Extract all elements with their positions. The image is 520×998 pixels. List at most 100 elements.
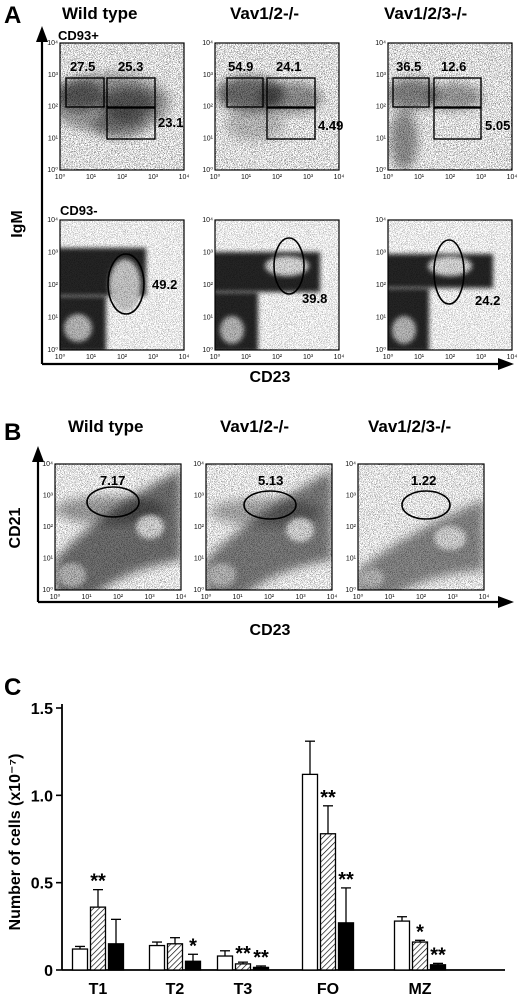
y-tick-label: 10³	[48, 72, 59, 79]
panel-a-x-title: CD23	[250, 369, 291, 386]
x-tick-label: 10⁰	[50, 593, 61, 601]
x-tick-label: 10⁰	[55, 353, 66, 361]
y-tick-label: 10²	[376, 282, 387, 289]
x-tick-label: 10²	[117, 354, 128, 361]
y-tick-label: 0.5	[31, 876, 53, 893]
gate-value: 39.8	[302, 291, 327, 306]
x-tick-label: 10¹	[232, 594, 243, 601]
y-tick-label: 10³	[346, 493, 357, 500]
plot-b-vav123: 1.22	[357, 463, 485, 591]
x-tick-label: 10³	[447, 594, 458, 601]
y-tick-label: 1.5	[31, 701, 53, 718]
y-tick-label: 10⁰	[42, 586, 53, 594]
panel-b-letter: B	[4, 419, 21, 446]
y-tick-label: 10¹	[48, 135, 59, 142]
x-tick-label: 10⁰	[383, 173, 394, 181]
y-tick-label: 10³	[203, 250, 214, 257]
significance-label: **	[320, 787, 336, 809]
x-tick-label: 10⁴	[507, 174, 518, 181]
panel-c: C Number of cells (x10⁻⁷) 00.51.01.5**T1…	[4, 674, 505, 998]
plot-a-top-wild-type: 27.5 25.3 23.1	[59, 42, 185, 171]
x-category-label: FO	[317, 981, 339, 998]
y-tick-label: 10⁴	[47, 217, 58, 224]
gate-value: 5.05	[485, 118, 510, 133]
gate-value: 5.13	[258, 473, 283, 488]
x-tick-label: 10⁰	[55, 173, 66, 181]
significance-label: **	[338, 869, 354, 891]
bar	[337, 922, 355, 971]
y-tick-label: 10¹	[346, 556, 357, 563]
bar	[301, 773, 319, 971]
x-category-label: T1	[89, 981, 108, 998]
y-tick-label: 10⁴	[375, 40, 386, 47]
gate-value: 24.2	[475, 293, 500, 308]
x-tick-label: 10²	[445, 354, 456, 361]
y-tick-label: 10²	[48, 104, 59, 111]
x-tick-label: 10²	[272, 174, 283, 181]
plot-a-bottom-vav12: 39.8	[214, 219, 340, 351]
x-tick-label: 10¹	[86, 354, 97, 361]
y-tick-label: 1.0	[31, 788, 53, 805]
x-tick-label: 10⁴	[327, 594, 338, 601]
gate-t3	[106, 107, 156, 140]
gate-value: 24.1	[276, 59, 301, 74]
x-tick-label: 10⁰	[383, 353, 394, 361]
bar	[411, 941, 429, 971]
x-tick-label: 10⁰	[210, 353, 221, 361]
y-tick-label: 10²	[346, 524, 357, 531]
significance-label: **	[235, 943, 251, 965]
x-tick-label: 10³	[148, 354, 159, 361]
panel-a-y-title: IgM	[9, 210, 26, 238]
panel-b-genotype-2: Vav1/2-/-	[220, 417, 289, 436]
gate-value: 36.5	[396, 59, 421, 74]
bar	[184, 960, 202, 971]
panel-a-genotype-2: Vav1/2-/-	[230, 4, 299, 23]
gate-mz	[86, 486, 140, 518]
x-tick-label: 10²	[264, 594, 275, 601]
gate-value: 12.6	[441, 59, 466, 74]
panel-b: B Wild type Vav1/2-/- Vav1/2/3-/- CD21 C…	[4, 417, 514, 639]
y-tick-label: 10⁴	[202, 40, 213, 47]
y-tick-label: 10⁴	[202, 217, 213, 224]
y-tick-label: 10²	[194, 524, 205, 531]
gate-value: 23.1	[158, 115, 183, 130]
x-tick-label: 10⁴	[176, 594, 187, 601]
bar	[71, 948, 89, 971]
panel-b-x-title: CD23	[250, 622, 291, 639]
gate-t2	[106, 77, 156, 108]
y-tick-label: 10²	[203, 104, 214, 111]
x-tick-label: 10²	[416, 594, 427, 601]
y-tick-label: 10⁰	[375, 346, 386, 354]
x-tick-label: 10³	[476, 354, 487, 361]
x-tick-label: 10³	[148, 174, 159, 181]
panel-b-ticks: 10⁰10⁰10¹10¹10²10²10³10³10⁴10⁴10⁰10⁰10¹1…	[42, 461, 489, 601]
y-tick-label: 10⁴	[345, 461, 356, 468]
plot-a-bottom-vav123: 24.2	[387, 219, 513, 351]
y-tick-label: 10²	[376, 104, 387, 111]
gate-value: 27.5	[70, 59, 95, 74]
plot-b-vav12: 5.13	[205, 463, 333, 591]
bar	[216, 955, 234, 971]
plot-a-top-vav123: 36.5 12.6 5.05	[387, 42, 513, 171]
panel-b-y-title: CD21	[7, 507, 24, 548]
bar-chart: 00.51.01.5**T1*T2** **T3****FO***MZ	[31, 701, 505, 998]
y-tick-label: 10¹	[194, 556, 205, 563]
y-tick-label: 10¹	[376, 315, 387, 322]
gate-t1	[65, 77, 105, 108]
y-tick-label: 10⁰	[202, 346, 213, 354]
x-tick-label: 10³	[303, 174, 314, 181]
y-tick-label: 10¹	[203, 135, 214, 142]
x-tick-label: 10¹	[384, 594, 395, 601]
y-tick-label: 10⁰	[193, 586, 204, 594]
significance-label: **	[90, 871, 106, 893]
gate-value: 49.2	[152, 277, 177, 292]
y-tick-label: 10³	[43, 493, 54, 500]
x-tick-label: 10³	[144, 594, 155, 601]
x-tick-label: 10⁰	[353, 593, 364, 601]
panel-b-y-arrow-icon	[32, 446, 44, 462]
y-tick-label: 10⁴	[193, 461, 204, 468]
gate-value: 4.49	[318, 118, 343, 133]
bar	[107, 943, 125, 971]
x-tick-label: 10⁴	[479, 594, 490, 601]
y-tick-label: 10⁴	[42, 461, 53, 468]
